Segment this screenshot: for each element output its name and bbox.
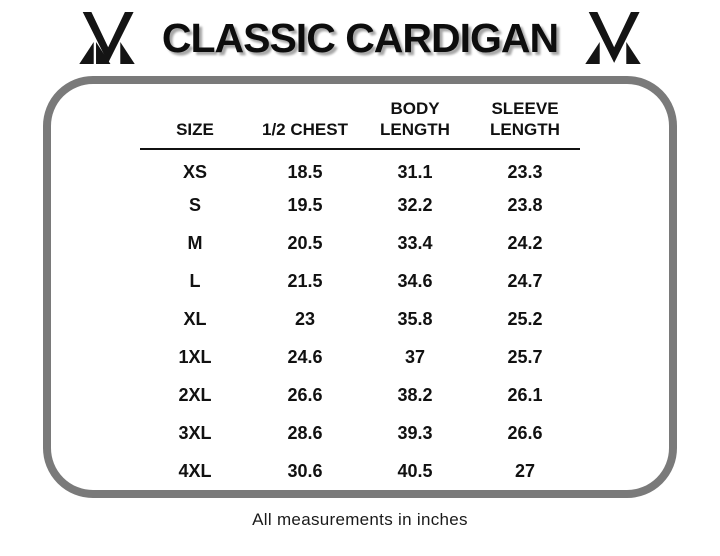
table-row: 1XL 24.6 37 25.7	[140, 339, 580, 377]
measurement-cell: 25.7	[507, 347, 543, 367]
measurement-cell: 31.1	[397, 161, 433, 182]
column-header-half-chest: 1/2 CHEST	[250, 96, 360, 150]
measurement-cell: 40.5	[397, 461, 433, 481]
table-row: XL 23 35.8 25.2	[140, 301, 580, 339]
measurement-cell: 28.6	[287, 423, 323, 443]
size-chart-panel: SIZE 1/2 CHEST BODY LENGTH SLEEVE LENGTH…	[43, 76, 677, 498]
measurement-cell: 27	[514, 461, 536, 481]
table-row: S 19.5 32.2 23.8	[140, 187, 580, 225]
measurement-cell: 26.1	[507, 385, 543, 405]
measurement-cell: 32.2	[397, 195, 433, 215]
size-cell: 4XL	[178, 461, 212, 481]
measurement-cell: 24.2	[507, 233, 543, 253]
size-cell: XS	[182, 161, 207, 182]
table-row: L 21.5 34.6 24.7	[140, 263, 580, 301]
table-row: M 20.5 33.4 24.2	[140, 225, 580, 263]
table-row: 4XL 30.6 40.5 27	[140, 453, 580, 491]
column-header-sleeve-length: SLEEVE LENGTH	[470, 96, 580, 150]
column-header-size: SIZE	[140, 96, 250, 150]
size-chart-header: SIZE 1/2 CHEST BODY LENGTH SLEEVE LENGTH	[140, 96, 580, 150]
measurement-cell: 39.3	[397, 423, 433, 443]
size-cell: M	[187, 233, 203, 253]
table-row: XS 18.5 31.1 23.3	[140, 149, 580, 187]
measurement-cell: 20.5	[287, 233, 323, 253]
m-monogram-icon	[584, 12, 642, 64]
size-cell: 2XL	[178, 385, 212, 405]
page-title: CLASSIC CARDIGAN	[161, 14, 559, 61]
table-row: 3XL 28.6 39.3 26.6	[140, 415, 580, 453]
size-cell: S	[188, 195, 201, 215]
measurement-cell: 35.8	[397, 309, 433, 329]
size-cell: 3XL	[178, 423, 212, 443]
size-cell: XL	[183, 309, 207, 329]
measurement-cell: 25.2	[507, 309, 543, 329]
measurement-cell: 38.2	[397, 385, 433, 405]
measurement-cell: 19.5	[287, 195, 323, 215]
measurement-cell: 24.6	[287, 347, 323, 367]
m-monogram-icon	[78, 12, 136, 64]
size-chart-body: XS 18.5 31.1 23.3 S 19.5 32.2 23.8 M 20.…	[140, 149, 580, 491]
measurements-note: All measurements in inches	[252, 510, 468, 529]
measurement-cell: 34.6	[397, 271, 433, 291]
table-row: 2XL 26.6 38.2 26.1	[140, 377, 580, 415]
measurement-cell: 21.5	[287, 271, 323, 291]
measurement-cell: 26.6	[287, 385, 323, 405]
size-cell: L	[189, 271, 201, 291]
measurement-cell: 18.5	[287, 161, 323, 182]
measurement-cell: 30.6	[287, 461, 323, 481]
measurement-cell: 23.3	[507, 161, 543, 182]
size-cell: 1XL	[178, 347, 212, 367]
size-chart-table: SIZE 1/2 CHEST BODY LENGTH SLEEVE LENGTH…	[140, 96, 580, 491]
measurement-cell: 24.7	[507, 271, 543, 291]
page-header: CLASSIC CARDIGAN	[0, 0, 720, 66]
measurement-cell: 26.6	[507, 423, 543, 443]
column-header-body-length: BODY LENGTH	[360, 96, 470, 150]
measurement-cell: 23.8	[507, 195, 543, 215]
measurement-cell: 33.4	[397, 233, 433, 253]
measurement-cell: 37	[404, 347, 426, 367]
header-row: SIZE 1/2 CHEST BODY LENGTH SLEEVE LENGTH	[140, 96, 580, 150]
measurement-cell: 23	[294, 309, 316, 329]
